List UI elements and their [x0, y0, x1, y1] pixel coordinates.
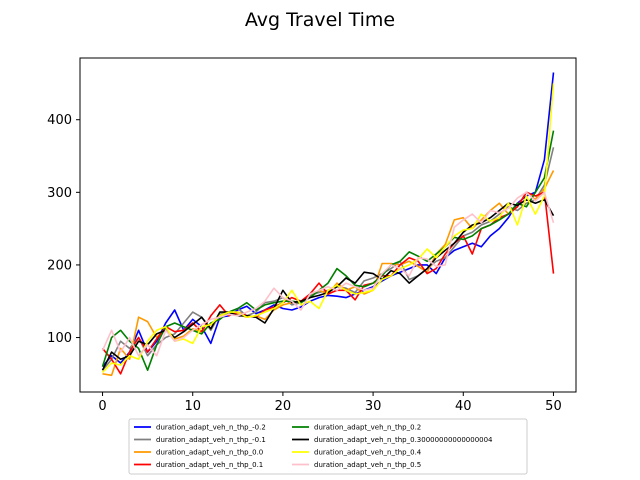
- x-tick-label: 50: [545, 399, 562, 414]
- legend-box: [128, 418, 528, 475]
- legend-label: duration_adapt_veh_n_thp_0.2: [314, 424, 421, 432]
- legend-label: duration_adapt_veh_n_thp_0.0: [156, 449, 263, 457]
- series-line-3: [101, 191, 555, 375]
- series-line-5: [101, 198, 555, 371]
- series-line-0: [101, 72, 555, 368]
- y-tick-label: 300: [47, 186, 72, 201]
- y-axis-ticks: 100 200 300 400: [47, 113, 80, 346]
- series-line-2: [102, 170, 555, 377]
- x-axis-ticks: 0 10 20 30 40 50: [98, 392, 562, 414]
- x-tick-label: 10: [184, 399, 201, 414]
- x-tick-label: 0: [98, 399, 106, 414]
- plot-frame: [79, 57, 577, 393]
- x-tick-label: 30: [365, 399, 382, 414]
- series-lines: [101, 72, 555, 377]
- y-tick-label: 200: [47, 258, 72, 273]
- legend-label: duration_adapt_veh_n_thp_0.4: [314, 449, 422, 457]
- legend-label: duration_adapt_veh_n_thp_0.5: [314, 461, 421, 469]
- x-tick-label: 40: [455, 399, 472, 414]
- x-tick-label: 20: [275, 399, 292, 414]
- legend-label: duration_adapt_veh_n_thp_-0.1: [156, 436, 266, 444]
- legend-label: duration_adapt_veh_n_thp_0.1: [156, 461, 263, 469]
- axes: [79, 57, 577, 393]
- series-line-7: [101, 191, 555, 357]
- chart-title: Avg Travel Time: [245, 9, 395, 31]
- y-tick-label: 400: [47, 113, 72, 128]
- legend-label: duration_adapt_veh_n_thp_-0.2: [156, 424, 266, 432]
- series-line-4: [101, 130, 555, 372]
- y-tick-label: 100: [47, 331, 72, 346]
- legend: duration_adapt_veh_n_thp_-0.2 duration_ad…: [128, 418, 528, 475]
- legend-label: duration_adapt_veh_n_thp_0.3000000000000…: [314, 436, 493, 444]
